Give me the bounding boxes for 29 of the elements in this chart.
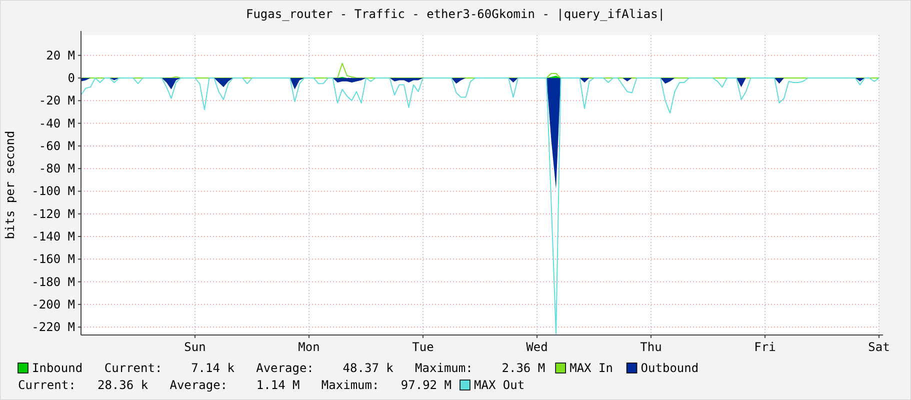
y-tick-label: -180 M <box>32 274 75 289</box>
y-tick-label: -20 M <box>38 94 75 108</box>
y-tick-label: -160 M <box>32 252 75 266</box>
y-tick-label: -120 M <box>32 206 75 221</box>
y-tick-label: 20 M <box>46 48 75 62</box>
x-tick-label: Sun <box>184 340 206 354</box>
x-tick-label: Fri <box>754 340 776 354</box>
x-tick-label: Tue <box>412 340 434 354</box>
x-tick-label: Thu <box>640 340 662 354</box>
y-tick-label: -220 M <box>32 320 75 334</box>
x-tick-label: Mon <box>298 340 320 354</box>
x-tick-label: Sat <box>868 340 890 354</box>
legend-label: MAX In <box>570 361 613 375</box>
text: Current: 28.36 k Average: 1.14 M Maximum: 97.92 M <box>18 378 452 392</box>
y-tick-label: -140 M <box>32 230 75 244</box>
line-series <box>80 78 880 334</box>
y-tick-label: 0 <box>68 71 75 86</box>
y-tick-label: -200 M <box>32 297 75 312</box>
chart-title: Fugas_router - Traffic - ether3-60Gkomin - |query_ifAlias| <box>246 7 666 21</box>
legend-label: MAX Out <box>474 378 525 392</box>
y-tick-label: -100 M <box>32 184 75 198</box>
y-tick-label: -80 M <box>38 162 75 176</box>
y-axis-title: bits per second <box>3 130 17 240</box>
legend-label: Inbound <box>32 361 83 375</box>
text: Current: 7.14 k Average: 48.37 k Maximum: 2.36 M <box>104 361 546 375</box>
legend-label: Outbound <box>640 361 699 375</box>
x-tick-label: Wed <box>526 340 548 354</box>
y-tick-label: -40 M <box>38 116 75 130</box>
y-tick-label: -60 M <box>38 138 75 153</box>
